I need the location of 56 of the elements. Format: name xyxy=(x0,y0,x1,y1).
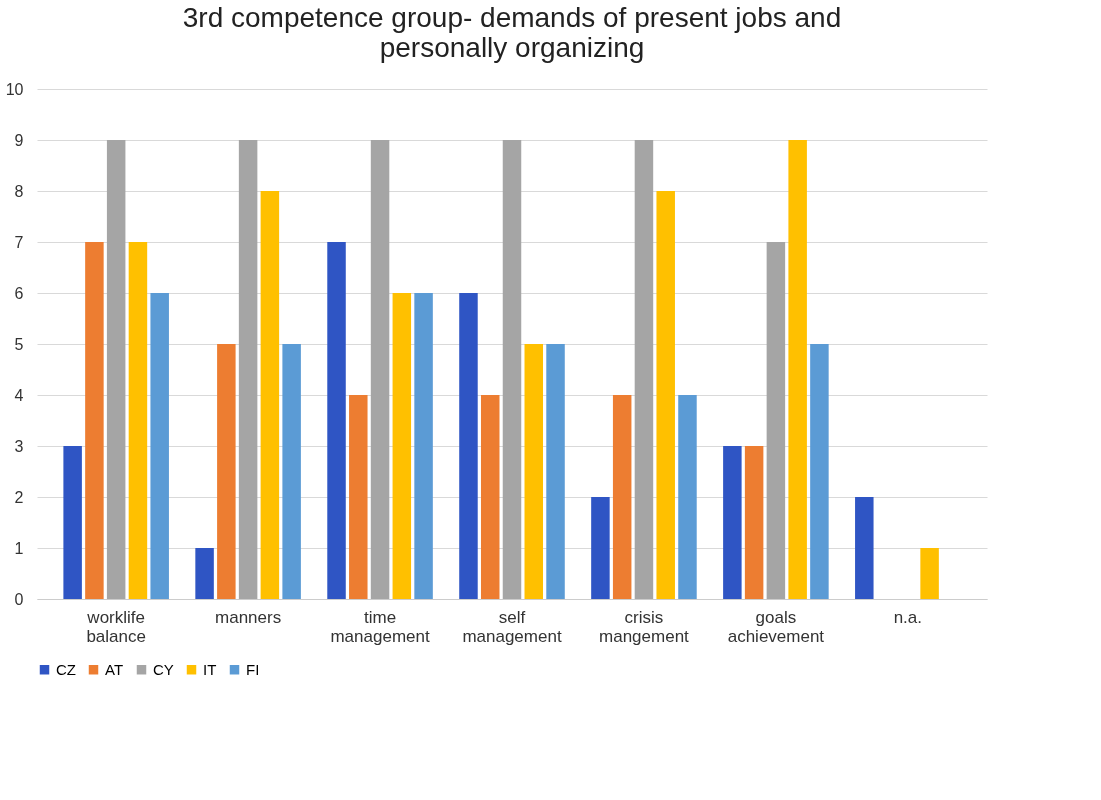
x-tick-label: self management xyxy=(462,607,562,646)
x-tick-label: time management xyxy=(330,607,430,646)
bar xyxy=(150,293,169,599)
y-tick-label: 4 xyxy=(14,386,24,404)
bar xyxy=(524,344,544,599)
y-tick-label: 9 xyxy=(14,131,24,149)
chart-title: 3rd competence group- demands of present jobs and personally organizing xyxy=(182,2,842,63)
bar xyxy=(85,242,104,599)
y-tick-label: 3 xyxy=(14,437,24,455)
y-tick-label: 10 xyxy=(5,80,24,98)
y-tick-label: 5 xyxy=(14,335,24,353)
bar xyxy=(855,497,874,599)
bar xyxy=(217,344,236,599)
bar xyxy=(392,293,412,599)
bar xyxy=(106,140,126,599)
bar xyxy=(128,242,148,599)
bar xyxy=(656,191,675,599)
legend-label: FI xyxy=(246,660,260,678)
y-tick-label: 0 xyxy=(14,590,24,608)
x-tick-label: worklife balance xyxy=(86,607,146,646)
bar xyxy=(723,446,742,599)
x-tick-label: goals achievement xyxy=(727,607,825,646)
legend-label: AT xyxy=(105,660,124,678)
y-tick-label: 8 xyxy=(14,182,24,200)
bar xyxy=(634,140,654,599)
x-tick-label: crisis mangement xyxy=(599,607,690,646)
legend-label: CY xyxy=(153,660,174,678)
bar xyxy=(370,140,390,599)
legend-label: IT xyxy=(203,660,217,678)
bar xyxy=(260,191,280,599)
bar xyxy=(195,548,214,599)
bar xyxy=(788,140,807,599)
legend-label: CZ xyxy=(56,660,76,678)
y-tick-label: 2 xyxy=(14,488,24,506)
bar xyxy=(63,446,82,599)
bar xyxy=(612,395,632,599)
bar xyxy=(414,293,433,599)
bar xyxy=(327,242,346,599)
bar xyxy=(591,497,610,599)
bar xyxy=(546,344,565,599)
x-tick-label: manners xyxy=(215,607,282,627)
bar xyxy=(744,446,764,599)
bar xyxy=(459,293,478,599)
bar xyxy=(810,344,829,599)
x-tick-label: n.a. xyxy=(893,607,923,627)
bar xyxy=(678,395,697,599)
bar xyxy=(766,242,786,599)
bar xyxy=(238,140,258,599)
bar xyxy=(920,548,939,599)
bar xyxy=(282,344,301,599)
y-tick-label: 7 xyxy=(14,233,24,251)
bar xyxy=(349,395,368,599)
y-tick-label: 6 xyxy=(14,284,24,302)
bar xyxy=(480,395,500,599)
y-tick-label: 1 xyxy=(14,539,24,557)
bar xyxy=(502,140,522,599)
